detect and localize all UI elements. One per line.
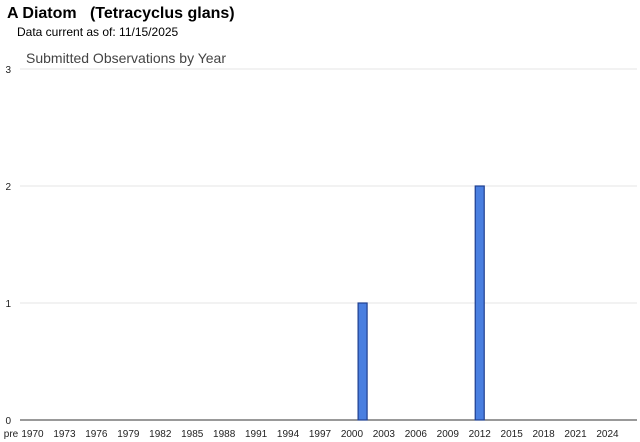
x-tick-label: 2006 xyxy=(405,429,428,440)
data-current-date: Data current as of: 11/15/2025 xyxy=(17,25,179,39)
x-tick-label: 2000 xyxy=(341,429,364,440)
x-axis: pre 1970 1973 1976 1979 1982 1985 1988 1991 1994 1… xyxy=(4,429,619,440)
x-tick-label: 1997 xyxy=(309,429,332,440)
x-tick-label: pre xyxy=(4,429,19,440)
x-tick-label: 1979 xyxy=(117,429,140,440)
x-tick-label: 1985 xyxy=(181,429,204,440)
grid-layer xyxy=(20,68,637,421)
x-tick-label: 1970 xyxy=(21,429,44,440)
x-tick-label: 2015 xyxy=(501,429,524,440)
x-tick-label: 1994 xyxy=(277,429,300,440)
x-tick-label: 1973 xyxy=(53,429,76,440)
page-title: A Diatom (Tetracyclus glans) xyxy=(7,5,235,22)
bar-layer xyxy=(357,185,485,421)
x-tick-label: 2009 xyxy=(437,429,460,440)
x-tick-label: 1976 xyxy=(85,429,108,440)
x-tick-label: 1988 xyxy=(213,429,236,440)
x-tick-label: 2003 xyxy=(373,429,396,440)
x-tick-label: 2012 xyxy=(469,429,492,440)
y-tick-label: 3 xyxy=(5,65,11,76)
y-tick-label: 1 xyxy=(5,299,11,310)
bar-2012 xyxy=(474,185,485,421)
y-axis: 0 1 2 3 xyxy=(5,65,11,427)
x-tick-label: 1991 xyxy=(245,429,268,440)
y-tick-label: 0 xyxy=(5,416,11,427)
y-tick-label: 2 xyxy=(5,182,11,193)
x-tick-label: 1982 xyxy=(149,429,172,440)
x-tick-label: 2024 xyxy=(596,429,619,440)
x-tick-label: 2021 xyxy=(564,429,587,440)
x-tick-label: 2018 xyxy=(532,429,555,440)
bar-2001 xyxy=(357,302,368,421)
chart-title: Submitted Observations by Year xyxy=(26,50,226,66)
